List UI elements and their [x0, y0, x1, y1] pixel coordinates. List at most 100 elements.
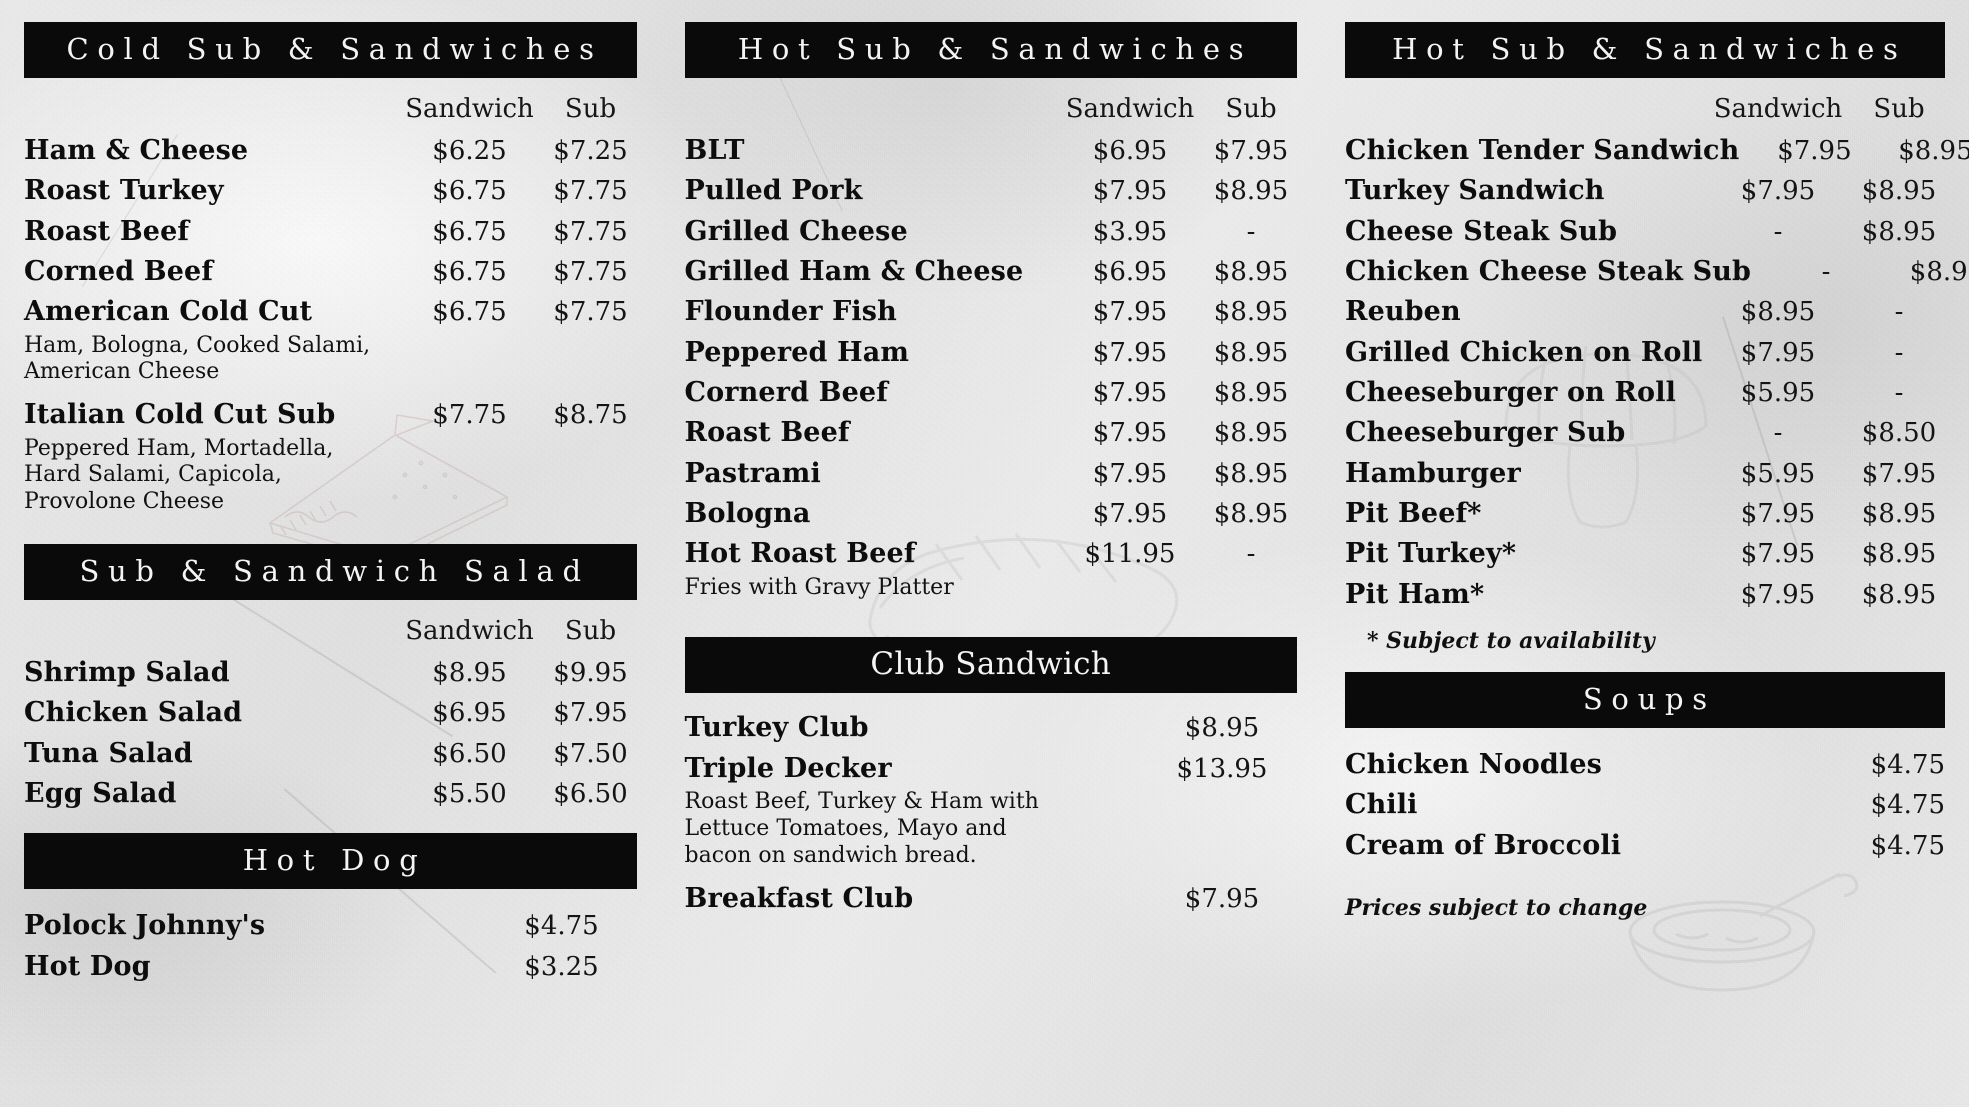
price-sandwich: $6.95 [1092, 256, 1168, 287]
menu-row[interactable]: Pulled Pork $7.95 $8.95 [685, 172, 1298, 210]
menu-row[interactable]: Hot Dog $3.25 [24, 948, 637, 986]
menu-items-cold-sub-sandwiches: Ham & Cheese $6.25 $7.25 Roast Turkey $6… [24, 132, 637, 516]
item-prices: $7.95 $8.95 [1703, 176, 1945, 206]
menu-row[interactable]: Turkey Club $8.95 [685, 709, 1298, 747]
menu-row[interactable]: Grilled Ham & Cheese $6.95 $8.95 [685, 253, 1298, 291]
price-sub: $8.50 [1861, 418, 1937, 449]
description-line: Hard Salami, Capicola, [24, 462, 282, 488]
menu-column-2: Hot Sub & Sandwiches Sandwich Sub BLT $6… [684, 22, 1298, 1107]
item-prices: $3.25 [487, 952, 637, 982]
item-name: Flounder Fish [684, 296, 897, 328]
item-prices: $7.95 $8.95 [1703, 580, 1945, 610]
menu-row[interactable]: Turkey Sandwich $7.95 $8.95 [1345, 172, 1945, 210]
item-name: Cheese Steak Sub [1345, 215, 1618, 247]
menu-row[interactable]: Pit Beef* $7.95 $8.95 [1345, 495, 1945, 533]
menu-row[interactable]: Chicken Salad $6.95 $7.95 [24, 694, 637, 732]
item-name: Egg Salad [24, 778, 177, 810]
item-prices: $7.95 $8.95 [1055, 176, 1297, 206]
item-prices: $7.95 $8.95 [1055, 499, 1297, 529]
menu-row[interactable]: Roast Turkey $6.75 $7.75 [24, 172, 637, 210]
menu-items-sub-sandwich-salad: Shrimp Salad $8.95 $9.95 Chicken Salad $… [24, 654, 637, 813]
menu-row[interactable]: Triple Decker $13.95 [685, 750, 1298, 788]
menu-row[interactable]: Hamburger $5.95 $7.95 [1345, 455, 1945, 493]
item-name: Chicken Tender Sandwich [1345, 135, 1740, 166]
menu-row[interactable]: Shrimp Salad $8.95 $9.95 [24, 654, 637, 692]
menu-row[interactable]: Reuben $8.95 - [1345, 293, 1945, 331]
prices-disclaimer: Prices subject to change [1345, 894, 1648, 921]
menu-items-hot-sub-sandwiches-1: BLT $6.95 $7.95 Pulled Pork $7.95 $8.95 … [685, 132, 1298, 601]
menu-row[interactable]: Cheeseburger on Roll $5.95 - [1345, 374, 1945, 412]
price-sub: $7.95 [553, 698, 628, 729]
item-name: Chicken Cheese Steak Sub [1345, 255, 1751, 287]
item-name: Shrimp Salad [24, 657, 230, 689]
item-name: Pastrami [684, 457, 821, 489]
price-sandwich: $6.25 [432, 136, 507, 166]
item-name: Reuben [1345, 296, 1461, 328]
item-prices: $11.95 - [1055, 539, 1297, 569]
item-name: Pit Beef* [1345, 497, 1482, 529]
item-name: Pit Ham* [1345, 578, 1485, 610]
menu-row[interactable]: Chili $4.75 [1345, 786, 1945, 824]
menu-row[interactable]: Pastrami $7.95 $8.95 [685, 455, 1298, 493]
menu-row[interactable]: Chicken Cheese Steak Sub - $8.95 [1345, 253, 1969, 291]
menu-row[interactable]: Cream of Broccoli $4.75 [1345, 827, 1945, 865]
item-name: Grilled Ham & Cheese [684, 255, 1024, 287]
menu-row[interactable]: Italian Cold Cut Sub $7.75 $8.75 [24, 396, 637, 434]
menu-row[interactable]: American Cold Cut $6.75 $7.75 [24, 293, 637, 331]
item-prices: $8.95 [1147, 713, 1297, 743]
item-name: Roast Turkey [24, 175, 224, 207]
menu-row[interactable]: Peppered Ham $7.95 $8.95 [685, 334, 1298, 372]
menu-row[interactable]: Hot Roast Beef $11.95 - [685, 535, 1298, 573]
item-name: Pulled Pork [684, 175, 863, 207]
menu-row[interactable]: Cornerd Beef $7.95 $8.95 [685, 374, 1298, 412]
item-name: American Cold Cut [24, 296, 313, 328]
item-name: Cheeseburger Sub [1345, 417, 1626, 449]
item-prices: $7.95 [1147, 884, 1297, 914]
price-sub: $7.75 [553, 176, 628, 207]
menu-row[interactable]: BLT $6.95 $7.95 [685, 132, 1298, 170]
section-header-soups: Soups [1345, 671, 1945, 728]
item-prices: $5.95 $7.95 [1703, 459, 1945, 489]
menu-row[interactable]: Grilled Cheese $3.95 - [685, 213, 1298, 251]
description-line: Roast Beef, Turkey & Ham with [684, 789, 1039, 815]
item-name: Tuna Salad [24, 737, 193, 769]
menu-row[interactable]: Chicken Noodles $4.75 [1345, 746, 1945, 784]
menu-row[interactable]: Cheese Steak Sub - $8.95 [1345, 213, 1945, 251]
menu-row[interactable]: Breakfast Club $7.95 [685, 880, 1298, 918]
price-column-headers: Sandwich Sub [24, 616, 637, 646]
menu-row[interactable]: Ham & Cheese $6.25 $7.25 [24, 132, 637, 170]
price-single: $4.75 [1870, 830, 1945, 861]
menu-row[interactable]: Grilled Chicken on Roll $7.95 - [1345, 334, 1945, 372]
section-header-sub-sandwich-salad: Sub & Sandwich Salad [24, 544, 637, 601]
menu-row[interactable]: Roast Beef $6.75 $7.75 [24, 213, 637, 251]
menu-row[interactable]: Roast Beef $7.95 $8.95 [685, 414, 1298, 452]
price-sub: $7.75 [553, 216, 628, 247]
menu-row[interactable]: Cheeseburger Sub - $8.50 [1345, 414, 1945, 452]
menu-row[interactable]: Pit Ham* $7.95 $8.95 [1345, 576, 1945, 614]
item-prices: $7.95 $8.95 [1703, 539, 1945, 569]
menu-row[interactable]: Polock Johnny's $4.75 [24, 907, 637, 945]
item-prices: $6.95 $7.95 [395, 698, 637, 728]
menu-row[interactable]: Corned Beef $6.75 $7.75 [24, 253, 637, 291]
description-line: Fries with Gravy Platter [684, 574, 954, 600]
menu-row[interactable]: Tuna Salad $6.50 $7.50 [24, 735, 637, 773]
item-name: Turkey Club [684, 712, 869, 744]
menu-row[interactable]: Pit Turkey* $7.95 $8.95 [1345, 535, 1945, 573]
price-sandwich: $3.95 [1092, 216, 1168, 247]
item-prices: - $8.95 [1703, 217, 1945, 247]
item-name: Bologna [684, 497, 811, 529]
menu-row[interactable]: Bologna $7.95 $8.95 [685, 495, 1298, 533]
item-name: Pit Turkey* [1345, 538, 1517, 570]
section-header-cold-sub-sandwiches: Cold Sub & Sandwiches [24, 22, 637, 78]
price-sub: $7.50 [553, 738, 628, 769]
price-sub: $8.95 [1213, 377, 1289, 408]
menu-row[interactable]: Flounder Fish $7.95 $8.95 [685, 293, 1298, 331]
price-sub: - [1894, 297, 1904, 328]
item-prices: $7.95 $8.95 [1739, 136, 1969, 166]
item-prices: $4.75 [487, 911, 637, 941]
menu-row[interactable]: Egg Salad $5.50 $6.50 [24, 775, 637, 813]
price-sub: $8.95 [1213, 256, 1289, 287]
menu-row[interactable]: Chicken Tender Sandwich $7.95 $8.95 [1345, 132, 1969, 170]
